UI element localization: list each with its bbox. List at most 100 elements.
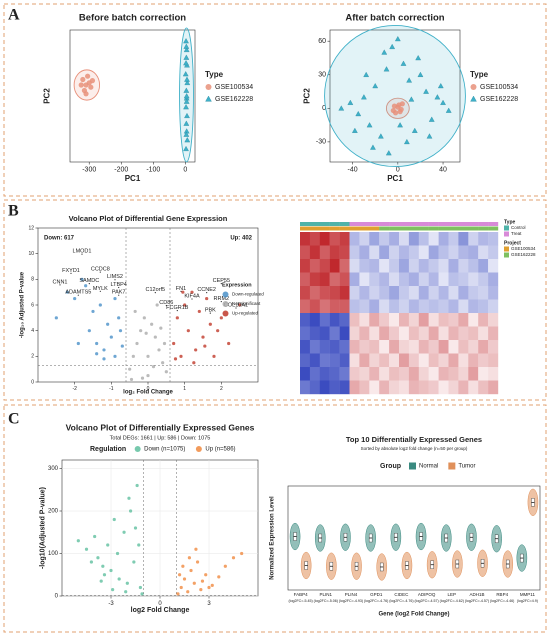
column-annotation xyxy=(399,226,410,231)
point xyxy=(89,78,96,84)
point xyxy=(192,581,196,585)
legend-swatch xyxy=(222,310,229,317)
legend-swatch xyxy=(205,95,212,102)
column-annotation xyxy=(300,226,311,231)
point xyxy=(394,36,401,42)
heatmap-cell xyxy=(478,259,489,273)
y-axis-label: -log₁₀ Adjusted P-value xyxy=(20,271,26,338)
point xyxy=(426,133,433,139)
heatmap-cell xyxy=(418,313,429,327)
point xyxy=(139,329,143,333)
heatmap-cell xyxy=(399,326,410,341)
point xyxy=(195,560,200,564)
heatmap-cell xyxy=(399,286,410,300)
gene-label: C12orf5 xyxy=(146,287,166,293)
plot-frame xyxy=(287,485,541,591)
heatmap-cell xyxy=(379,259,390,273)
y-tick-label: 30 xyxy=(318,72,326,79)
heatmap-cell xyxy=(428,259,439,273)
heatmap-cell xyxy=(319,353,330,368)
heatmap-cell xyxy=(319,326,330,341)
annotation-anchor xyxy=(165,304,167,307)
heatmap-cell xyxy=(418,245,429,260)
legend-title: Regulation xyxy=(90,446,126,453)
point xyxy=(183,145,189,152)
annotation-anchor xyxy=(114,279,116,281)
heatmap-cell xyxy=(329,313,340,327)
heatmap-cell xyxy=(359,259,370,273)
heatmap-cell xyxy=(478,272,489,287)
heatmap-cell xyxy=(389,232,400,246)
point xyxy=(135,341,139,346)
point xyxy=(117,316,121,320)
heatmap-cell xyxy=(309,286,320,300)
point xyxy=(78,82,84,88)
heatmap-cell xyxy=(399,380,410,395)
heatmap-cell xyxy=(319,367,330,381)
x-tick-note: (log2FC=-4.93) xyxy=(339,599,363,603)
legend-swatch xyxy=(222,301,229,307)
point xyxy=(162,341,167,346)
point xyxy=(208,322,212,326)
heatmap-cell xyxy=(359,326,370,341)
heatmap-cell xyxy=(438,353,449,368)
point xyxy=(146,354,150,358)
point xyxy=(183,131,190,137)
heatmap-cell xyxy=(389,299,400,314)
legend-label: GSE100534 xyxy=(511,246,536,251)
column-annotation xyxy=(428,226,439,231)
point xyxy=(352,127,358,133)
heatmap-cell xyxy=(478,286,489,300)
point xyxy=(96,556,100,560)
column-annotation xyxy=(408,222,419,226)
point xyxy=(182,577,187,581)
heatmap-cell xyxy=(428,353,439,368)
point xyxy=(65,290,69,294)
heatmap-cell xyxy=(379,272,390,287)
point xyxy=(135,483,139,488)
heatmap-cell xyxy=(399,367,410,381)
point xyxy=(192,361,196,365)
y-axis-label: -log10(Adjusted P-value) xyxy=(40,487,47,569)
point xyxy=(76,539,80,543)
column-annotation xyxy=(389,226,400,231)
heatmap-cell xyxy=(319,286,330,300)
annotation-anchor xyxy=(235,307,237,309)
column-annotation xyxy=(339,222,350,226)
x-tick-label: RBP4 xyxy=(496,592,508,597)
point xyxy=(87,329,91,333)
column-annotation xyxy=(458,226,469,231)
heatmap-cell xyxy=(329,286,340,300)
count-label: Up: 402 xyxy=(230,236,252,242)
gene-label: FN1 xyxy=(176,286,186,292)
point xyxy=(204,573,208,577)
heatmap-cell xyxy=(408,245,419,260)
annotation-anchor xyxy=(99,290,101,292)
annotation-anchor xyxy=(220,283,222,285)
x-tick-note: (log2FC=-4.62) xyxy=(440,599,464,603)
heatmap-cell xyxy=(488,286,499,300)
gene-label: RRM2 xyxy=(214,296,230,302)
legend-swatch xyxy=(205,84,212,90)
point xyxy=(101,564,105,568)
y-tick-label: 300 xyxy=(48,466,59,472)
heatmap-cell xyxy=(418,340,429,354)
y-tick-label: 60 xyxy=(318,38,326,45)
heatmap-cell xyxy=(339,326,350,341)
heatmap-cell xyxy=(438,380,449,395)
heatmap-cell xyxy=(300,367,311,381)
x-tick-label: 0 xyxy=(158,601,162,607)
annotation-anchor xyxy=(180,290,182,292)
point xyxy=(85,73,91,79)
heatmap-cell xyxy=(438,245,449,260)
heatmap-cell xyxy=(339,245,350,260)
point xyxy=(181,290,185,294)
heatmap-cell xyxy=(379,367,390,381)
heatmap-cell xyxy=(468,259,479,273)
x-axis-label: log₂ Fold Change xyxy=(123,390,173,396)
legend-label: GSE100534 xyxy=(480,84,518,91)
y-tick-label: 200 xyxy=(48,509,59,515)
point xyxy=(106,543,110,547)
heatmap-cell xyxy=(458,367,469,381)
x-tick-label: -1 xyxy=(109,386,114,392)
